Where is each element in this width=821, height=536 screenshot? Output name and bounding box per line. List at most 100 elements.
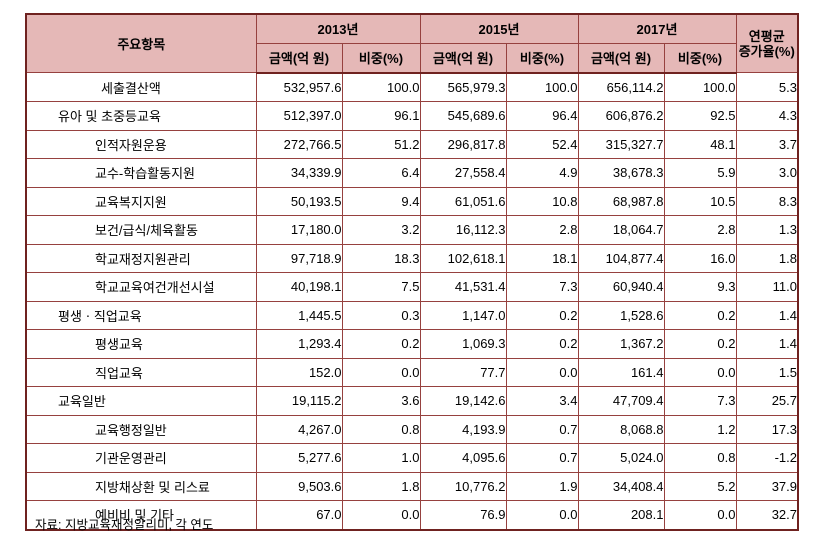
- cell-value: 5.9: [663, 158, 737, 188]
- cell-value: 0.0: [505, 500, 579, 530]
- cell-value: 16.0: [663, 243, 737, 273]
- cell-value: 17.3: [735, 414, 799, 444]
- cell-value: 7.3: [505, 272, 579, 302]
- cell-value: 18.1: [505, 243, 579, 273]
- table-row: 학교재정지원관리 97,718.9 18.3 102,618.1 18.1 104,877…: [25, 243, 799, 273]
- cell-value: 47,709.4: [577, 386, 665, 416]
- cell-value: 10.5: [663, 186, 737, 216]
- header-amount-2015: 금액(억 원): [419, 42, 507, 74]
- cell-value: 3.7: [735, 129, 799, 159]
- header-ratio-2017: 비중(%): [663, 42, 737, 74]
- cell-value: 34,408.4: [577, 471, 665, 501]
- row-label: 교수-학습활동지원: [25, 158, 257, 188]
- row-label: 인적자원운용: [25, 129, 257, 159]
- cell-value: 2.8: [505, 215, 579, 245]
- cell-value: 6.4: [341, 158, 421, 188]
- cell-value: 0.0: [341, 500, 421, 530]
- cell-value: 1.8: [341, 471, 421, 501]
- row-label: 기관운영관리: [25, 443, 257, 473]
- cell-value: 5,024.0: [577, 443, 665, 473]
- header-year-2013: 2013년: [255, 13, 421, 44]
- cell-value: 0.8: [341, 414, 421, 444]
- cell-value: 0.8: [663, 443, 737, 473]
- cell-value: 161.4: [577, 357, 665, 387]
- cell-value: 67.0: [255, 500, 343, 530]
- cell-value: 3.4: [505, 386, 579, 416]
- row-label: 학교교육여건개선시설: [25, 272, 257, 302]
- row-label: 예비비 및 기타: [25, 500, 257, 530]
- cell-value: 545,689.6: [419, 101, 507, 131]
- cell-value: 3.6: [341, 386, 421, 416]
- cell-value: 4.9: [505, 158, 579, 188]
- cell-value: 656,114.2: [577, 72, 665, 102]
- cell-value: 0.3: [341, 300, 421, 330]
- cell-value: 4,267.0: [255, 414, 343, 444]
- cell-value: 17,180.0: [255, 215, 343, 245]
- cell-value: 1.4: [735, 329, 799, 359]
- cell-value: 512,397.0: [255, 101, 343, 131]
- table-row: 학교교육여건개선시설 40,198.1 7.5 41,531.4 7.3 60,940.4…: [25, 272, 799, 302]
- cell-value: 272,766.5: [255, 129, 343, 159]
- cell-value: 48.1: [663, 129, 737, 159]
- table-row: 인적자원운용 272,766.5 51.2 296,817.8 52.4 315,327.…: [25, 129, 799, 159]
- cell-value: 1.2: [663, 414, 737, 444]
- cell-value: 1.3: [735, 215, 799, 245]
- row-label: 평생교육: [25, 329, 257, 359]
- table-header: 주요항목 2013년 2015년 2017년 연평균 증가율(%) 금액(억 원…: [25, 13, 799, 74]
- cell-value: 0.0: [505, 357, 579, 387]
- cell-value: 4,193.9: [419, 414, 507, 444]
- cell-value: 3.0: [735, 158, 799, 188]
- cell-value: 100.0: [341, 72, 421, 102]
- cell-value: 9,503.6: [255, 471, 343, 501]
- cell-value: 19,142.6: [419, 386, 507, 416]
- cell-value: 60,940.4: [577, 272, 665, 302]
- row-label: 지방채상환 및 리스료: [25, 471, 257, 501]
- table-row: 지방채상환 및 리스료 9,503.6 1.8 10,776.2 1.9 34,408.4…: [25, 471, 799, 501]
- cell-value: 5.2: [663, 471, 737, 501]
- cell-value: 606,876.2: [577, 101, 665, 131]
- header-amount-2017: 금액(억 원): [577, 42, 665, 74]
- budget-table: 주요항목 2013년 2015년 2017년 연평균 증가율(%) 금액(억 원…: [25, 13, 799, 531]
- cell-value: 0.2: [505, 300, 579, 330]
- cell-value: 532,957.6: [255, 72, 343, 102]
- header-row-measures: 금액(억 원) 비중(%) 금액(억 원) 비중(%) 금액(억 원) 비중(%…: [26, 42, 798, 74]
- cell-value: 1,528.6: [577, 300, 665, 330]
- cell-value: 1.9: [505, 471, 579, 501]
- cell-value: 11.0: [735, 272, 799, 302]
- row-label: 교육행정일반: [25, 414, 257, 444]
- cell-value: 1.0: [341, 443, 421, 473]
- table-row: 예비비 및 기타 67.0 0.0 76.9 0.0 208.1 0.0 32.7: [25, 500, 799, 530]
- header-ratio-2015: 비중(%): [505, 42, 579, 74]
- header-main-items: 주요항목: [25, 13, 257, 73]
- cell-value: 41,531.4: [419, 272, 507, 302]
- cell-value: 38,678.3: [577, 158, 665, 188]
- table-body: 세출결산액 532,957.6 100.0 565,979.3 100.0 656,114…: [25, 72, 799, 530]
- table-row: 평생교육 1,293.4 0.2 1,069.3 0.2 1,367.2 0.2 1.4: [25, 329, 799, 359]
- cell-value: 97,718.9: [255, 243, 343, 273]
- cell-value: 5,277.6: [255, 443, 343, 473]
- cell-value: 68,987.8: [577, 186, 665, 216]
- cell-value: 0.2: [505, 329, 579, 359]
- cell-value: 8.3: [735, 186, 799, 216]
- header-avg-growth-line1: 연평균: [748, 28, 785, 44]
- cell-value: 104,877.4: [577, 243, 665, 273]
- cell-value: 25.7: [735, 386, 799, 416]
- table-row: 교육행정일반 4,267.0 0.8 4,193.9 0.7 8,068.8 1.2 17.3: [25, 414, 799, 444]
- cell-value: 50,193.5: [255, 186, 343, 216]
- cell-value: 9.3: [663, 272, 737, 302]
- table-row: 직업교육 152.0 0.0 77.7 0.0 161.4 0.0 1.5: [25, 357, 799, 387]
- cell-value: 27,558.4: [419, 158, 507, 188]
- table-row: 세출결산액 532,957.6 100.0 565,979.3 100.0 656,114…: [25, 72, 799, 102]
- cell-value: 76.9: [419, 500, 507, 530]
- cell-value: 10.8: [505, 186, 579, 216]
- row-label: 평생ㆍ직업교육: [25, 300, 257, 330]
- cell-value: 1,147.0: [419, 300, 507, 330]
- cell-value: 18,064.7: [577, 215, 665, 245]
- cell-value: 16,112.3: [419, 215, 507, 245]
- cell-value: 1.4: [735, 300, 799, 330]
- row-label: 교육일반: [25, 386, 257, 416]
- cell-value: 1,445.5: [255, 300, 343, 330]
- cell-value: 565,979.3: [419, 72, 507, 102]
- cell-value: 0.7: [505, 414, 579, 444]
